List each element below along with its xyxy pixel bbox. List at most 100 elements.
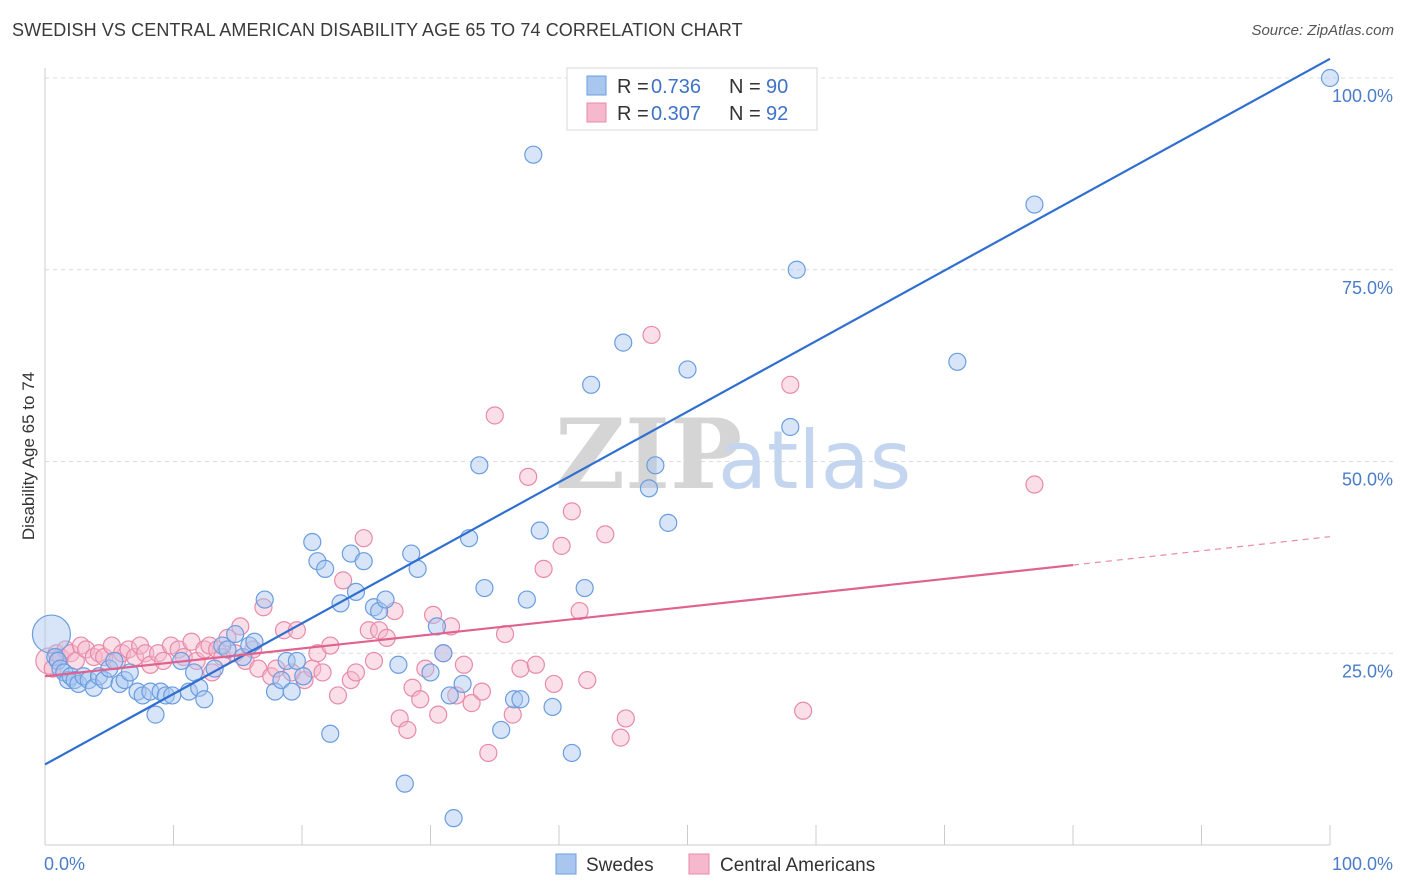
data-point: [582, 375, 601, 394]
data-point: [434, 644, 453, 663]
data-point: [218, 640, 237, 659]
legend-swatch-swedes: [586, 75, 607, 96]
data-point: [492, 720, 511, 740]
data-point: [370, 601, 389, 621]
x-tick-label: 100.0%: [1332, 854, 1393, 874]
x-tick-labels: 0.0% 100.0%: [44, 854, 1393, 874]
data-point: [316, 559, 335, 578]
data-point: [659, 513, 678, 532]
series-swedes-points: [31, 68, 1340, 828]
data-point: [570, 601, 589, 621]
data-point: [254, 598, 273, 617]
y-axis-label: Disability Age 65 to 74: [19, 372, 38, 540]
axes: [44, 68, 1331, 846]
data-point: [578, 670, 597, 690]
data-point: [511, 659, 530, 678]
watermark-zip: ZIP: [555, 398, 742, 511]
legend-n-label-central-americans: N =: [729, 103, 761, 125]
data-point: [359, 621, 378, 640]
data-point: [395, 774, 414, 793]
data-point: [552, 536, 571, 555]
data-point: [472, 682, 491, 701]
bottom-legend-swatch-swedes: [555, 853, 577, 875]
data-point: [334, 571, 353, 590]
y-tick-labels: 25.0% 50.0% 75.0% 100.0%: [1332, 86, 1393, 681]
grid-lines: [45, 77, 1395, 654]
data-point: [646, 456, 665, 475]
data-point: [308, 552, 327, 571]
data-point: [303, 532, 322, 552]
data-point: [376, 590, 395, 609]
data-point: [136, 644, 155, 663]
data-point: [444, 809, 463, 828]
data-point: [84, 678, 103, 697]
data-point: [517, 590, 536, 609]
data-point: [614, 333, 633, 352]
legend-n-label-swedes: N =: [729, 76, 761, 98]
legend-r-value-central-americans: 0.307: [651, 103, 701, 125]
data-point: [543, 697, 562, 717]
watermark: ZIP atlas: [555, 398, 911, 511]
y-tick-label: 75.0%: [1342, 278, 1393, 298]
data-point: [526, 655, 545, 674]
bottom-legend-label-central-americans: Central Americans: [720, 855, 875, 876]
data-point: [346, 663, 366, 682]
data-point: [421, 663, 440, 682]
stats-legend-box: [566, 67, 818, 131]
series-legend: Swedes Central Americans: [555, 853, 875, 876]
data-point: [470, 456, 489, 475]
y-tick-label: 50.0%: [1342, 470, 1393, 490]
data-point: [639, 479, 659, 498]
y-tick-label: 100.0%: [1332, 86, 1393, 106]
data-point: [364, 651, 384, 671]
data-point: [530, 521, 549, 540]
bottom-legend-label-swedes: Swedes: [586, 855, 654, 876]
data-point: [440, 686, 459, 705]
data-point: [562, 502, 581, 521]
y-tick-label: 25.0%: [1342, 661, 1393, 681]
data-point: [1025, 195, 1044, 214]
data-point: [313, 663, 332, 682]
data-point: [267, 659, 286, 678]
data-point: [454, 655, 474, 674]
data-point: [441, 617, 461, 636]
data-point: [1025, 475, 1044, 494]
data-point: [485, 406, 504, 425]
data-point: [596, 525, 615, 544]
data-point: [544, 674, 563, 694]
chart-source: Source: ZipAtlas.com: [1251, 22, 1394, 39]
data-point: [678, 360, 697, 379]
data-point: [272, 670, 291, 690]
data-point: [787, 260, 806, 279]
data-point: [524, 145, 543, 164]
data-point: [429, 705, 448, 724]
data-point: [354, 529, 373, 548]
trend-line-swedes: [44, 57, 1331, 766]
data-point: [479, 743, 498, 763]
legend-r-label-central-americans: R =: [617, 103, 649, 125]
data-point: [95, 670, 114, 690]
data-point: [402, 544, 421, 563]
data-point: [781, 375, 800, 394]
data-point: [575, 578, 594, 598]
stats-legend: R = 0.736 N = 90 R = 0.307 N = 92: [566, 67, 818, 131]
data-point: [398, 720, 417, 740]
trend-lines: [44, 57, 1331, 766]
data-point: [282, 682, 301, 701]
legend-n-value-central-americans: 92: [766, 103, 788, 125]
data-point: [321, 724, 340, 743]
data-point: [255, 590, 274, 609]
legend-n-value-swedes: 90: [766, 76, 788, 98]
bottom-legend-swatch-central-americans: [688, 853, 710, 875]
data-point: [294, 667, 313, 686]
trend-line-central-americans: [44, 563, 1074, 678]
data-point: [370, 621, 389, 640]
legend-swatch-central-americans: [586, 102, 607, 123]
data-point: [245, 632, 264, 651]
data-point: [616, 709, 635, 728]
data-point: [328, 686, 348, 705]
data-point: [781, 417, 800, 437]
data-point: [503, 705, 522, 724]
data-point: [611, 728, 630, 747]
